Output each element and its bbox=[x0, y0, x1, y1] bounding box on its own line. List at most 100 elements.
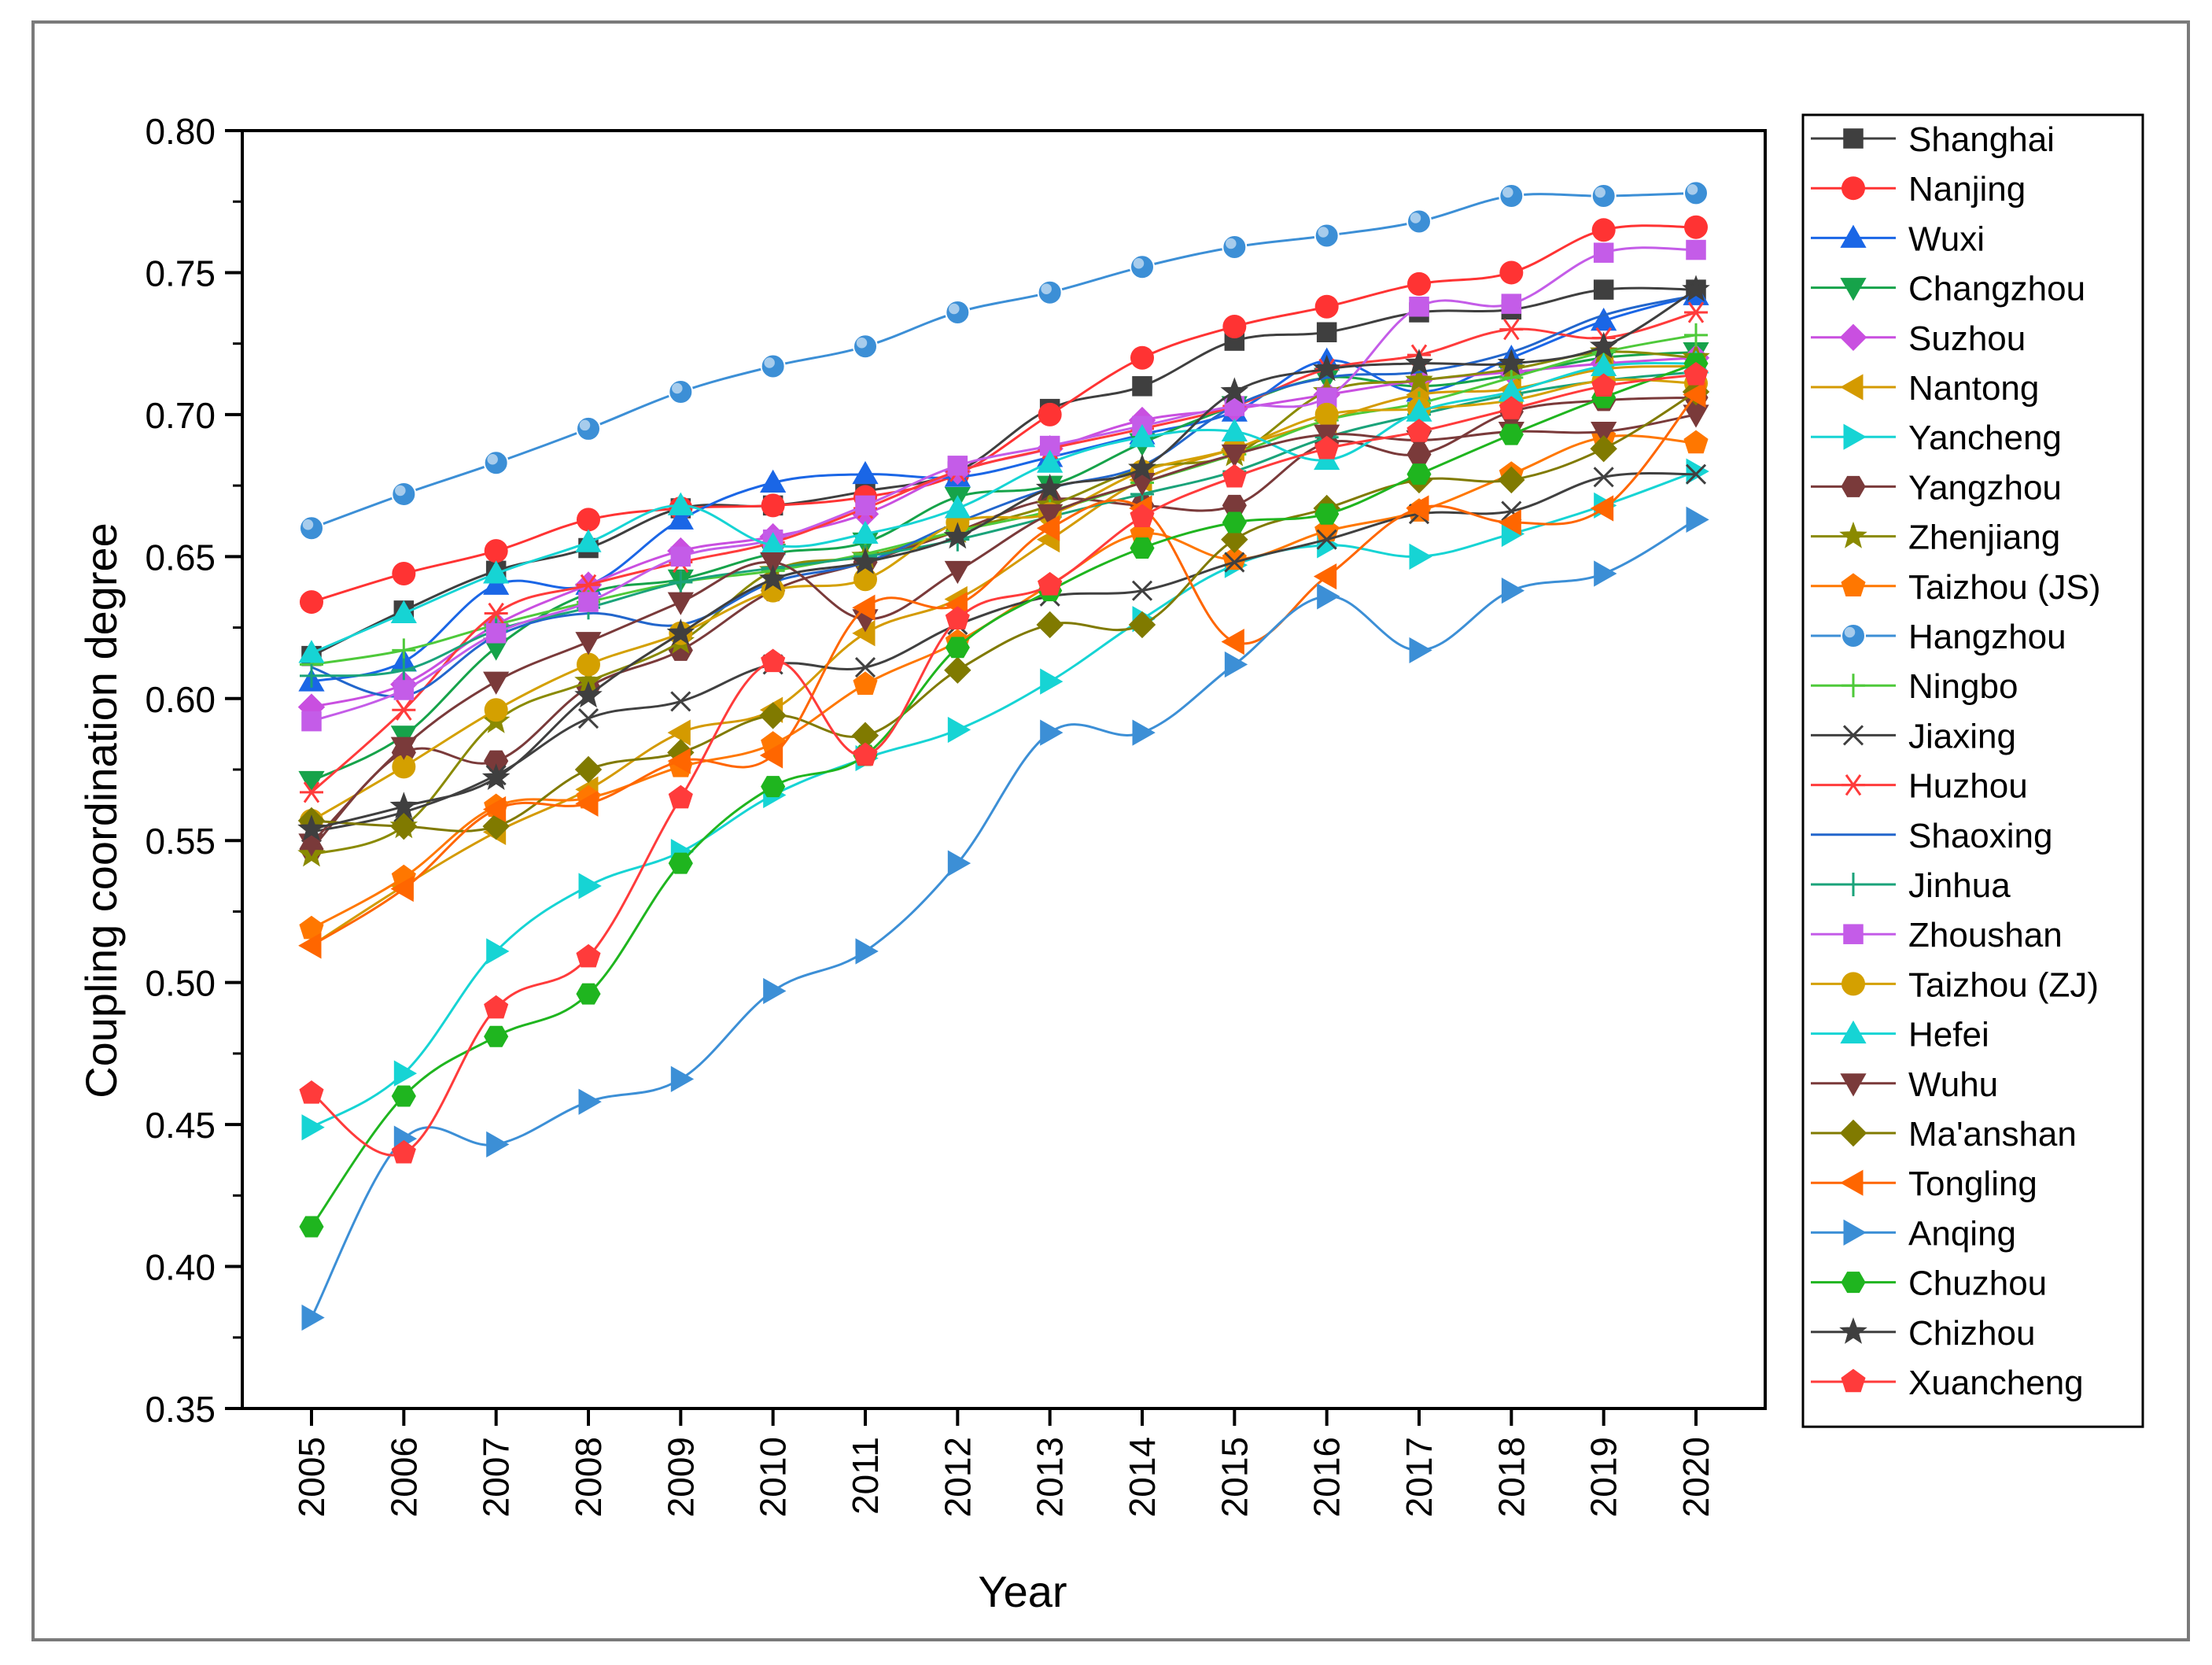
data-point-xuancheng-2019 bbox=[1591, 373, 1617, 397]
data-point-anqing-2013 bbox=[1040, 719, 1064, 746]
legend-item-taizhou-zj: Taizhou (ZJ) bbox=[1811, 965, 2099, 1004]
data-point-hangzhou-2020 bbox=[1683, 180, 1709, 206]
data-point-wuhu-2007 bbox=[483, 671, 510, 695]
data-point-tongling-2016 bbox=[1313, 563, 1337, 590]
y-axis-title: Coupling coordination degree bbox=[76, 522, 126, 1098]
data-point-zhenjiang-2017 bbox=[1405, 365, 1433, 393]
data-point-hangzhou-2016 bbox=[1314, 223, 1340, 249]
data-point-hefei-2014 bbox=[1129, 423, 1156, 448]
data-point-chizhou-2020 bbox=[1682, 275, 1710, 302]
data-point-wuxi-2019 bbox=[1591, 308, 1617, 331]
data-point-anqing-2010 bbox=[763, 977, 787, 1005]
x-axis-title: Year bbox=[978, 1567, 1067, 1616]
legend-item-shaoxing: Shaoxing bbox=[1811, 817, 2052, 855]
series-line-shaoxing bbox=[311, 293, 1697, 698]
y-tick-label: 0.80 bbox=[145, 111, 216, 152]
data-point-jinhua-2005 bbox=[300, 663, 323, 688]
legend-item-hangzhou: Hangzhou bbox=[1811, 618, 2066, 656]
data-point-tongling-2013 bbox=[1036, 515, 1060, 541]
data-point-wuxi-2010 bbox=[760, 469, 787, 493]
data-point-wuhu-2015 bbox=[1221, 444, 1248, 468]
series-line-wuxi bbox=[311, 293, 1697, 683]
legend-item-xuancheng: Xuancheng bbox=[1811, 1364, 2084, 1402]
legend-marker-taizhou-js bbox=[1841, 573, 1866, 597]
legend-marker-wuhu bbox=[1840, 1073, 1867, 1097]
data-point-tongling-2008 bbox=[575, 790, 599, 817]
x-tick-label: 2012 bbox=[937, 1437, 978, 1517]
legend-marker-nantong bbox=[1840, 374, 1864, 401]
legend-item-taizhou-js: Taizhou (JS) bbox=[1811, 568, 2101, 607]
data-point-wuhu-2006 bbox=[390, 737, 417, 760]
legend-marker-ningbo bbox=[1841, 674, 1865, 698]
legend-item-anqing: Anqing bbox=[1811, 1214, 2016, 1253]
y-tick-label: 0.55 bbox=[145, 821, 216, 862]
data-point-anqing-2014 bbox=[1132, 719, 1156, 746]
data-point-xuancheng-2009 bbox=[668, 785, 693, 809]
data-point-taizhou-zj-2006 bbox=[392, 755, 416, 779]
series-line-ma-anshan bbox=[311, 390, 1697, 832]
data-point-chuzhou-2015 bbox=[1222, 511, 1247, 533]
data-point-wuxi-2011 bbox=[852, 460, 879, 485]
data-point-nanjing-2006 bbox=[392, 561, 416, 585]
data-point-chuzhou-2016 bbox=[1314, 503, 1340, 525]
data-point-chizhou-2011 bbox=[851, 547, 879, 574]
data-point-zhoushan-2019 bbox=[1593, 242, 1614, 263]
legend-label: Tongling bbox=[1908, 1165, 2037, 1203]
data-point-nanjing-2018 bbox=[1499, 260, 1524, 285]
data-point-chizhou-2018 bbox=[1497, 349, 1526, 376]
legend-label: Xuancheng bbox=[1908, 1364, 2084, 1402]
series-shaoxing bbox=[311, 293, 1697, 698]
data-point-zhoushan-2005 bbox=[301, 711, 322, 732]
legend-marker-hangzhou bbox=[1841, 623, 1866, 648]
data-point-wuxi-2007 bbox=[483, 571, 510, 595]
data-point-chizhou-2016 bbox=[1312, 354, 1341, 382]
data-point-hangzhou-2017 bbox=[1406, 209, 1432, 234]
legend-marker-huzhou bbox=[1841, 773, 1865, 796]
legend-marker-suzhou bbox=[1839, 323, 1867, 352]
data-point-jiaxing-2014 bbox=[1131, 580, 1153, 601]
series-line-hefei bbox=[311, 362, 1697, 655]
data-point-anqing-2020 bbox=[1686, 506, 1709, 533]
y-tick-label: 0.60 bbox=[145, 679, 216, 720]
data-point-nantong-2009 bbox=[667, 719, 691, 746]
series-line-anqing bbox=[310, 519, 1697, 1319]
data-point-wuhu-2009 bbox=[667, 592, 694, 615]
data-point-taizhou-zj-2011 bbox=[853, 567, 877, 592]
y-tick-label: 0.65 bbox=[145, 537, 216, 578]
series-chizhou bbox=[297, 275, 1710, 841]
legend-marker-yancheng bbox=[1843, 423, 1867, 450]
series-line-nantong bbox=[311, 365, 1697, 947]
x-tick-label: 2019 bbox=[1583, 1437, 1624, 1517]
data-point-tongling-2010 bbox=[759, 742, 783, 769]
data-point-ningbo-2020 bbox=[1684, 323, 1708, 347]
data-point-changzhou-2005 bbox=[298, 770, 325, 795]
legend-marker-zhoushan bbox=[1843, 924, 1864, 944]
data-point-jiaxing-2019 bbox=[1593, 467, 1614, 488]
series-line-zhenjiang bbox=[311, 350, 1697, 856]
data-point-tongling-2020 bbox=[1683, 382, 1706, 408]
legend-marker-ma-anshan bbox=[1839, 1119, 1867, 1147]
legend-label: Shaoxing bbox=[1908, 817, 2052, 855]
legend-item-zhoushan: Zhoushan bbox=[1811, 916, 2063, 954]
data-point-jiaxing-2020 bbox=[1685, 463, 1707, 485]
series-nantong bbox=[298, 353, 1706, 959]
data-point-hangzhou-2013 bbox=[1037, 279, 1063, 305]
x-tick-label: 2009 bbox=[660, 1437, 701, 1517]
data-point-ma-anshan-2015 bbox=[1221, 526, 1248, 553]
legend-item-wuxi: Wuxi bbox=[1811, 220, 1985, 258]
data-point-huzhou-2018 bbox=[1499, 319, 1524, 341]
series-xuancheng bbox=[299, 361, 1709, 1164]
data-point-ma-anshan-2013 bbox=[1036, 611, 1064, 639]
data-point-yancheng-2006 bbox=[393, 1060, 418, 1087]
data-point-xuancheng-2017 bbox=[1406, 419, 1432, 442]
data-point-hefei-2015 bbox=[1221, 418, 1248, 442]
data-point-huzhou-2008 bbox=[577, 574, 600, 596]
data-point-xuancheng-2010 bbox=[761, 648, 786, 673]
data-point-anqing-2019 bbox=[1594, 560, 1617, 587]
series-line-tongling bbox=[311, 393, 1698, 947]
legend-marker-anqing bbox=[1843, 1219, 1867, 1246]
data-point-chizhou-2012 bbox=[943, 522, 972, 549]
data-point-jiaxing-2015 bbox=[1224, 552, 1245, 573]
legend-label: Jiaxing bbox=[1908, 717, 2016, 755]
data-point-hangzhou-2009 bbox=[668, 379, 694, 405]
